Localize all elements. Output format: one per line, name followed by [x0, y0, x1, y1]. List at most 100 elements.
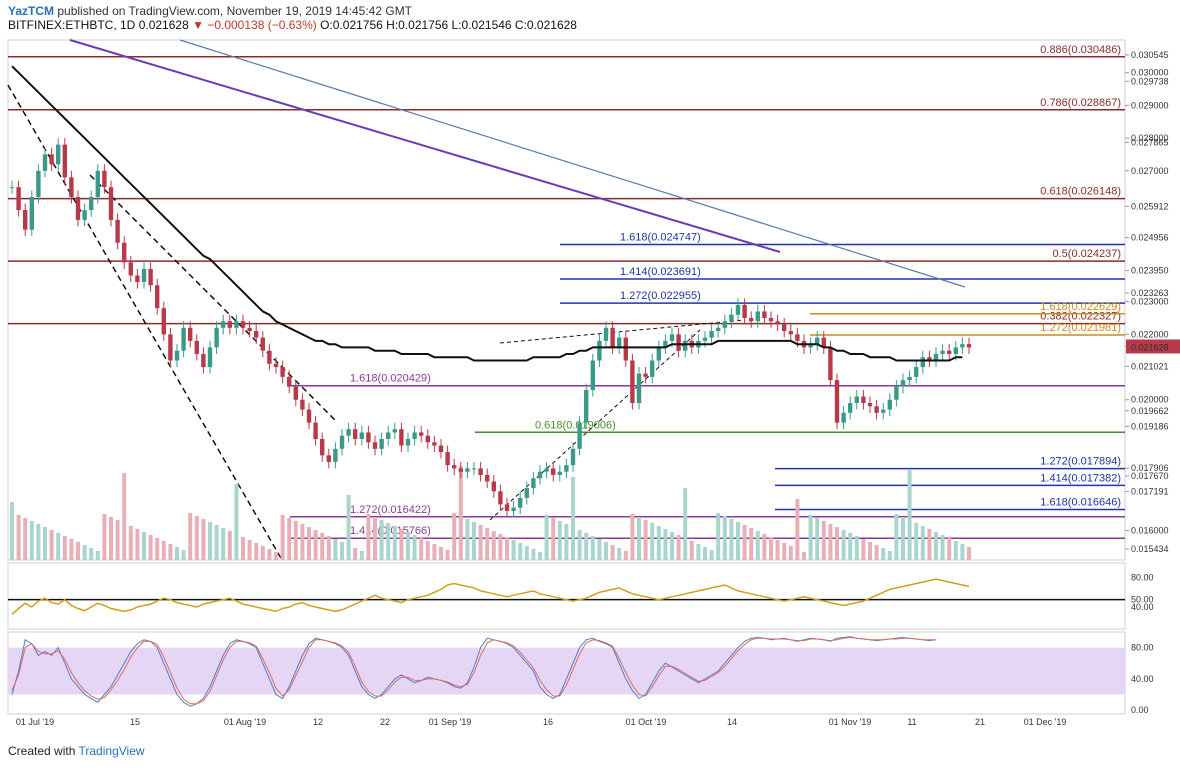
- candle-body: [650, 360, 655, 377]
- footer: Created with TradingView: [8, 744, 145, 758]
- candle-body: [82, 210, 87, 220]
- volume-bar: [874, 545, 879, 560]
- fib-level-label: 1.272(0.016422): [350, 504, 431, 516]
- price-tick-label: 0.027865: [1131, 138, 1169, 148]
- stoch-tick-label: 0.00: [1131, 705, 1149, 715]
- candle-body: [848, 403, 853, 413]
- candle-body: [108, 187, 114, 220]
- volume-bar: [135, 529, 140, 560]
- candle-body: [491, 481, 496, 492]
- candle-body: [425, 435, 430, 443]
- volume-bar: [755, 531, 760, 560]
- volume-bar: [175, 547, 179, 560]
- candle-body: [735, 304, 741, 315]
- volume-bar: [848, 533, 853, 560]
- volume-bar: [967, 547, 971, 560]
- volume-bar: [775, 540, 780, 560]
- candle-body: [716, 327, 721, 332]
- fib-level-label: 0.5(0.024237): [1053, 248, 1122, 260]
- volume-bar: [485, 528, 490, 560]
- volume-bar: [247, 540, 252, 560]
- candle-body: [254, 331, 259, 338]
- volume-bar: [122, 473, 127, 560]
- candle-body: [584, 389, 589, 423]
- volume-bar: [181, 550, 186, 560]
- volume-bar: [511, 540, 516, 560]
- price-tick-label: 0.017906: [1131, 463, 1169, 473]
- x-tick-label: 21: [975, 717, 985, 727]
- fib-level-label: 1.414(0.015766): [350, 525, 431, 537]
- price-tick-label: 0.023950: [1131, 266, 1169, 276]
- candle-body: [260, 337, 265, 351]
- fib-level-label: 0.786(0.028867): [1040, 97, 1121, 109]
- volume-bar: [835, 527, 839, 560]
- last-price-marker: [1126, 339, 1180, 354]
- volume-bar: [940, 535, 945, 560]
- candle-body: [42, 154, 48, 171]
- candle-body: [56, 144, 61, 165]
- price-tick-label: 0.017191: [1131, 487, 1169, 497]
- candle-body: [419, 432, 424, 436]
- volume-bar: [43, 527, 47, 560]
- tradingview-logo[interactable]: TradingView: [78, 744, 145, 758]
- candle-body: [656, 347, 661, 361]
- price-panel: [7, 39, 1126, 561]
- volume-bar: [841, 530, 846, 560]
- volume-bar: [656, 526, 661, 560]
- publisher-name[interactable]: YazTCM: [8, 4, 55, 18]
- candle-body: [630, 360, 635, 404]
- candle-body: [128, 262, 133, 276]
- fib-level-label: 0.618(0.019006): [535, 419, 616, 431]
- candle-body: [821, 337, 826, 348]
- candle-body: [353, 429, 358, 439]
- price-tick-label: 0.023263: [1131, 288, 1169, 298]
- volume-bar: [109, 517, 113, 560]
- volume-bar: [148, 535, 153, 560]
- last-price: 0.021628: [138, 18, 189, 32]
- x-tick-label: 14: [727, 717, 737, 727]
- price-tick-label: 0.030000: [1131, 68, 1169, 78]
- volume-bar: [887, 551, 892, 560]
- candle-body: [841, 412, 846, 423]
- candle-body: [75, 196, 81, 220]
- volume-bar: [802, 552, 806, 560]
- volume-bar: [155, 538, 160, 560]
- rsi-panel: [7, 562, 1126, 630]
- volume-bar: [788, 546, 793, 560]
- candle-body: [366, 432, 371, 443]
- candle-body: [273, 363, 279, 368]
- volume-bar: [406, 532, 410, 560]
- candle-body: [135, 275, 140, 283]
- volume-bar: [254, 543, 259, 560]
- volume-bar: [722, 516, 727, 560]
- candle-body: [504, 504, 510, 511]
- candle-body: [471, 468, 477, 470]
- fib-level-label: 0.886(0.030486): [1040, 44, 1121, 56]
- volume-bar: [907, 470, 912, 560]
- volume-bar: [458, 466, 463, 560]
- candle-body: [749, 317, 754, 322]
- candle-body: [207, 347, 213, 368]
- candle-body: [570, 448, 576, 466]
- volume-bar: [128, 526, 133, 560]
- volume-bar: [227, 531, 232, 560]
- volume-bar: [287, 518, 292, 560]
- volume-bar: [498, 534, 503, 560]
- price-tick-label: 0.022000: [1131, 329, 1169, 339]
- candle-body: [808, 344, 813, 348]
- candle-body: [867, 403, 873, 407]
- volume-bar: [23, 518, 28, 560]
- volume-bar: [472, 522, 476, 560]
- candle-body: [623, 337, 628, 361]
- volume-bar: [300, 524, 305, 560]
- candle-body: [478, 468, 483, 475]
- rsi-tick-label: 40.00: [1131, 602, 1154, 612]
- volume-bar: [366, 514, 371, 560]
- candle-body: [485, 474, 490, 482]
- candle-body: [920, 357, 925, 368]
- candle-body: [617, 337, 622, 348]
- fib-level-label: 1.414(0.023691): [620, 266, 701, 278]
- candle-body: [194, 340, 199, 354]
- candle-body: [828, 347, 833, 381]
